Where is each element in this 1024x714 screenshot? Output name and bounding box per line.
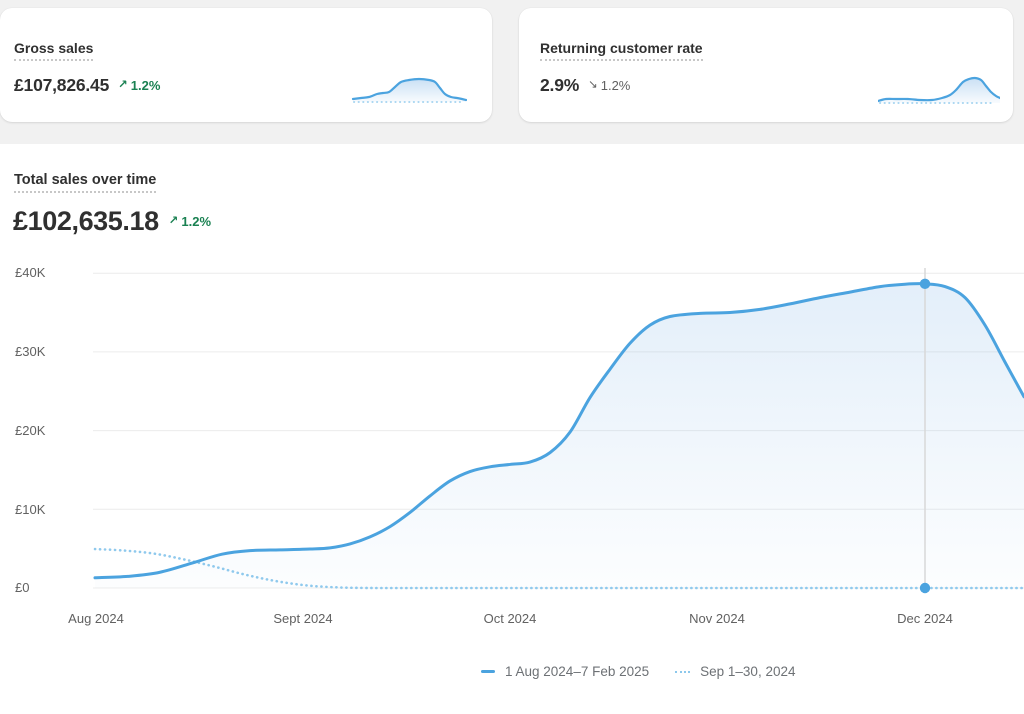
returning-customer-rate-sparkline xyxy=(878,76,1000,104)
chart-legend: 1 Aug 2024–7 Feb 2025 Sep 1–30, 2024 xyxy=(481,664,795,679)
x-axis-tick-sept: Sept 2024 xyxy=(273,611,333,626)
legend-label-comparison-period: Sep 1–30, 2024 xyxy=(700,664,796,679)
dotted-line-swatch-icon xyxy=(675,670,691,673)
gross-sales-value-row: £107,826.45 ↗ 1.2% xyxy=(14,75,160,96)
gross-sales-title[interactable]: Gross sales xyxy=(14,40,94,61)
arrow-down-right-icon: ↘ xyxy=(588,79,598,91)
total-sales-delta-value: 1.2% xyxy=(181,214,212,229)
chart-section-title-wrap: Total sales over time xyxy=(14,172,157,193)
gross-sales-card[interactable]: Gross sales £107,826.45 ↗ 1.2% xyxy=(0,8,492,122)
x-axis-tick-nov: Nov 2024 xyxy=(689,611,745,626)
returning-rate-delta-badge: ↘ 1.2% xyxy=(588,79,630,92)
total-sales-value: £102,635.18 xyxy=(13,206,159,236)
x-axis-tick-oct: Oct 2024 xyxy=(483,611,537,626)
y-axis-tick-40k: £40K xyxy=(15,265,46,280)
x-axis-tick-aug: Aug 2024 xyxy=(68,611,124,626)
x-axis-tick-dec: Dec 2024 xyxy=(897,611,953,626)
returning-rate-delta-value: 1.2% xyxy=(600,78,631,93)
total-sales-value-row: £102,635.18 ↗ 1.2% xyxy=(13,206,211,237)
gross-sales-delta-value: 1.2% xyxy=(130,78,161,93)
total-sales-over-time-title[interactable]: Total sales over time xyxy=(14,172,157,193)
returning-rate-value-row: 2.9% ↘ 1.2% xyxy=(540,75,630,96)
metrics-band: Gross sales £107,826.45 ↗ 1.2% Returning… xyxy=(0,0,1024,144)
legend-label-current-period: 1 Aug 2024–7 Feb 2025 xyxy=(505,664,650,679)
card-title-wrap: Returning customer rate xyxy=(540,39,703,61)
gross-sales-sparkline xyxy=(351,77,467,103)
gross-sales-delta-badge: ↗ 1.2% xyxy=(118,79,160,92)
arrow-up-right-icon: ↗ xyxy=(118,79,128,91)
arrow-up-right-icon: ↗ xyxy=(168,215,179,227)
y-axis-tick-30k: £30K xyxy=(15,344,46,359)
legend-item-current-period: 1 Aug 2024–7 Feb 2025 xyxy=(481,664,649,679)
total-sales-delta-badge: ↗ 1.2% xyxy=(169,215,211,228)
returning-customer-rate-card[interactable]: Returning customer rate 2.9% ↘ 1.2% xyxy=(519,8,1013,122)
total-sales-line-chart[interactable] xyxy=(0,260,1024,600)
legend-item-comparison-period: Sep 1–30, 2024 xyxy=(675,664,795,679)
y-axis-tick-10k: £10K xyxy=(15,502,46,517)
returning-customer-rate-title[interactable]: Returning customer rate xyxy=(540,40,703,61)
y-axis-tick-20k: £20K xyxy=(15,423,46,438)
y-axis-tick-0: £0 xyxy=(15,580,30,595)
returning-rate-value: 2.9% xyxy=(540,75,580,95)
solid-line-swatch-icon xyxy=(481,670,495,673)
card-title-wrap: Gross sales xyxy=(14,39,94,61)
gross-sales-value: £107,826.45 xyxy=(14,75,110,95)
